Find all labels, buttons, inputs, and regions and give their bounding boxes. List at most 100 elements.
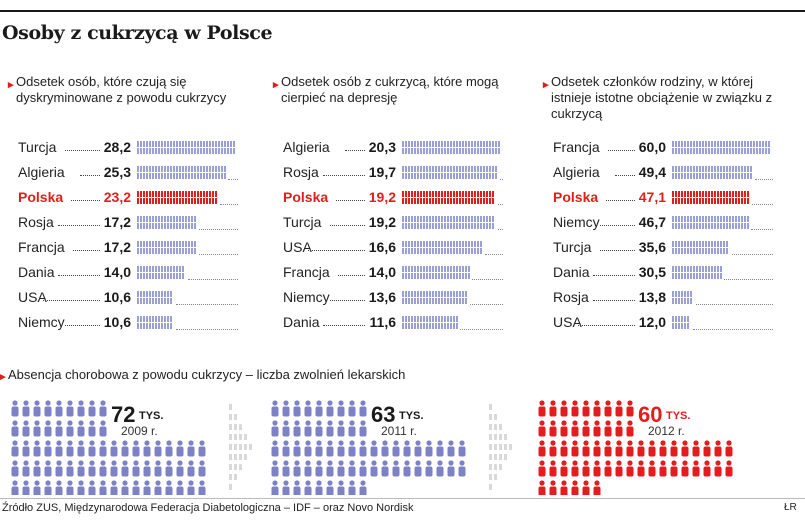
person-mark [359,420,367,437]
person-mark [304,400,312,417]
bar-value: 13,8 [638,289,666,305]
person-mark [692,440,700,457]
bar-value: 12,0 [638,314,666,330]
person-mark [425,440,433,457]
bar-row: Turcja 35,6 [543,237,798,259]
leader-dots [57,225,100,226]
person-mark [55,400,63,417]
person-mark [33,420,41,437]
person-mark [637,460,645,477]
person-mark [304,460,312,477]
bar [401,315,458,331]
bar-trail-dots [176,304,238,305]
person-mark [66,460,74,477]
bar-row: Dania 30,5 [543,262,798,284]
person-mark [44,400,52,417]
person-mark [165,480,173,495]
person-mark [615,420,623,437]
person-mark [370,440,378,457]
person-mark [77,420,85,437]
person-mark [88,480,96,495]
person-mark [99,480,107,495]
bar-row: Polska 19,2 [273,187,528,209]
bar-value: 19,2 [368,214,396,230]
bar-trail-dots [732,254,773,255]
bar-value: 14,0 [368,264,396,280]
person-mark [359,480,367,495]
person-mark [143,460,151,477]
person-mark [282,400,290,417]
author-credit: ŁR [784,502,797,513]
bar-trail-dots [188,279,238,280]
person-mark [725,440,733,457]
person-mark [725,460,733,477]
person-mark [132,460,140,477]
panel-title: ▸ Odsetek osób, które czują się dyskrymin… [8,74,261,106]
person-mark [121,440,129,457]
leader-dots [65,150,100,151]
bar [671,140,771,156]
leader-dots [80,175,100,176]
person-mark [187,480,195,495]
person-mark [110,480,118,495]
person-mark [55,420,63,437]
bar [136,265,186,281]
person-mark [348,420,356,437]
person-mark [198,460,206,477]
bar-label: Polska [553,189,599,205]
panel-title-text: Odsetek członków rodziny, w której istni… [551,74,773,121]
person-mark [11,420,19,437]
bar-trail-dots [199,254,238,255]
person-mark [626,440,634,457]
person-mark [571,420,579,437]
person-mark [55,440,63,457]
bar-row: Rosja 19,7 [273,162,528,184]
bar [401,215,496,231]
person-mark [425,460,433,477]
bar-row: Rosja 17,2 [8,212,263,234]
person-mark [549,480,557,495]
person-mark [110,440,118,457]
person-mark [77,460,85,477]
person-mark [560,440,568,457]
person-mark [381,440,389,457]
person-mark [703,460,711,477]
person-mark [626,460,634,477]
person-mark [571,440,579,457]
leader-dots [322,325,365,326]
people-pictogram [11,400,206,495]
absence-year: 2009 r. [121,424,158,438]
person-mark [359,440,367,457]
bar [136,165,226,181]
person-mark [458,460,466,477]
leader-dots [307,250,365,251]
leader-dots [577,325,635,326]
bar [671,265,722,281]
person-mark [714,440,722,457]
bar [401,240,483,256]
person-mark [359,400,367,417]
person-mark [293,440,301,457]
bar-row: Niemcy 10,6 [8,312,263,334]
person-mark [271,440,279,457]
bar-label: Francja [18,239,65,255]
bar [136,190,218,206]
bar-label: USA [18,289,47,305]
person-mark [593,460,601,477]
bar-value: 25,3 [103,164,131,180]
bar [136,315,174,331]
leader-dots [65,325,100,326]
person-mark [271,480,279,495]
chevron-icon: ▸ [273,79,279,91]
person-mark [593,400,601,417]
absence-year: 2011 r. [381,424,417,438]
bar-row: Francja 60,0 [543,137,798,159]
bar-row: Niemcy 13,6 [273,287,528,309]
person-mark [132,480,140,495]
person-mark [326,440,334,457]
leader-dots [337,275,365,276]
absence-year: 2012 r. [648,424,685,438]
bar-label: Francja [553,139,600,155]
person-mark [293,420,301,437]
bar-trail-dots [485,254,503,255]
